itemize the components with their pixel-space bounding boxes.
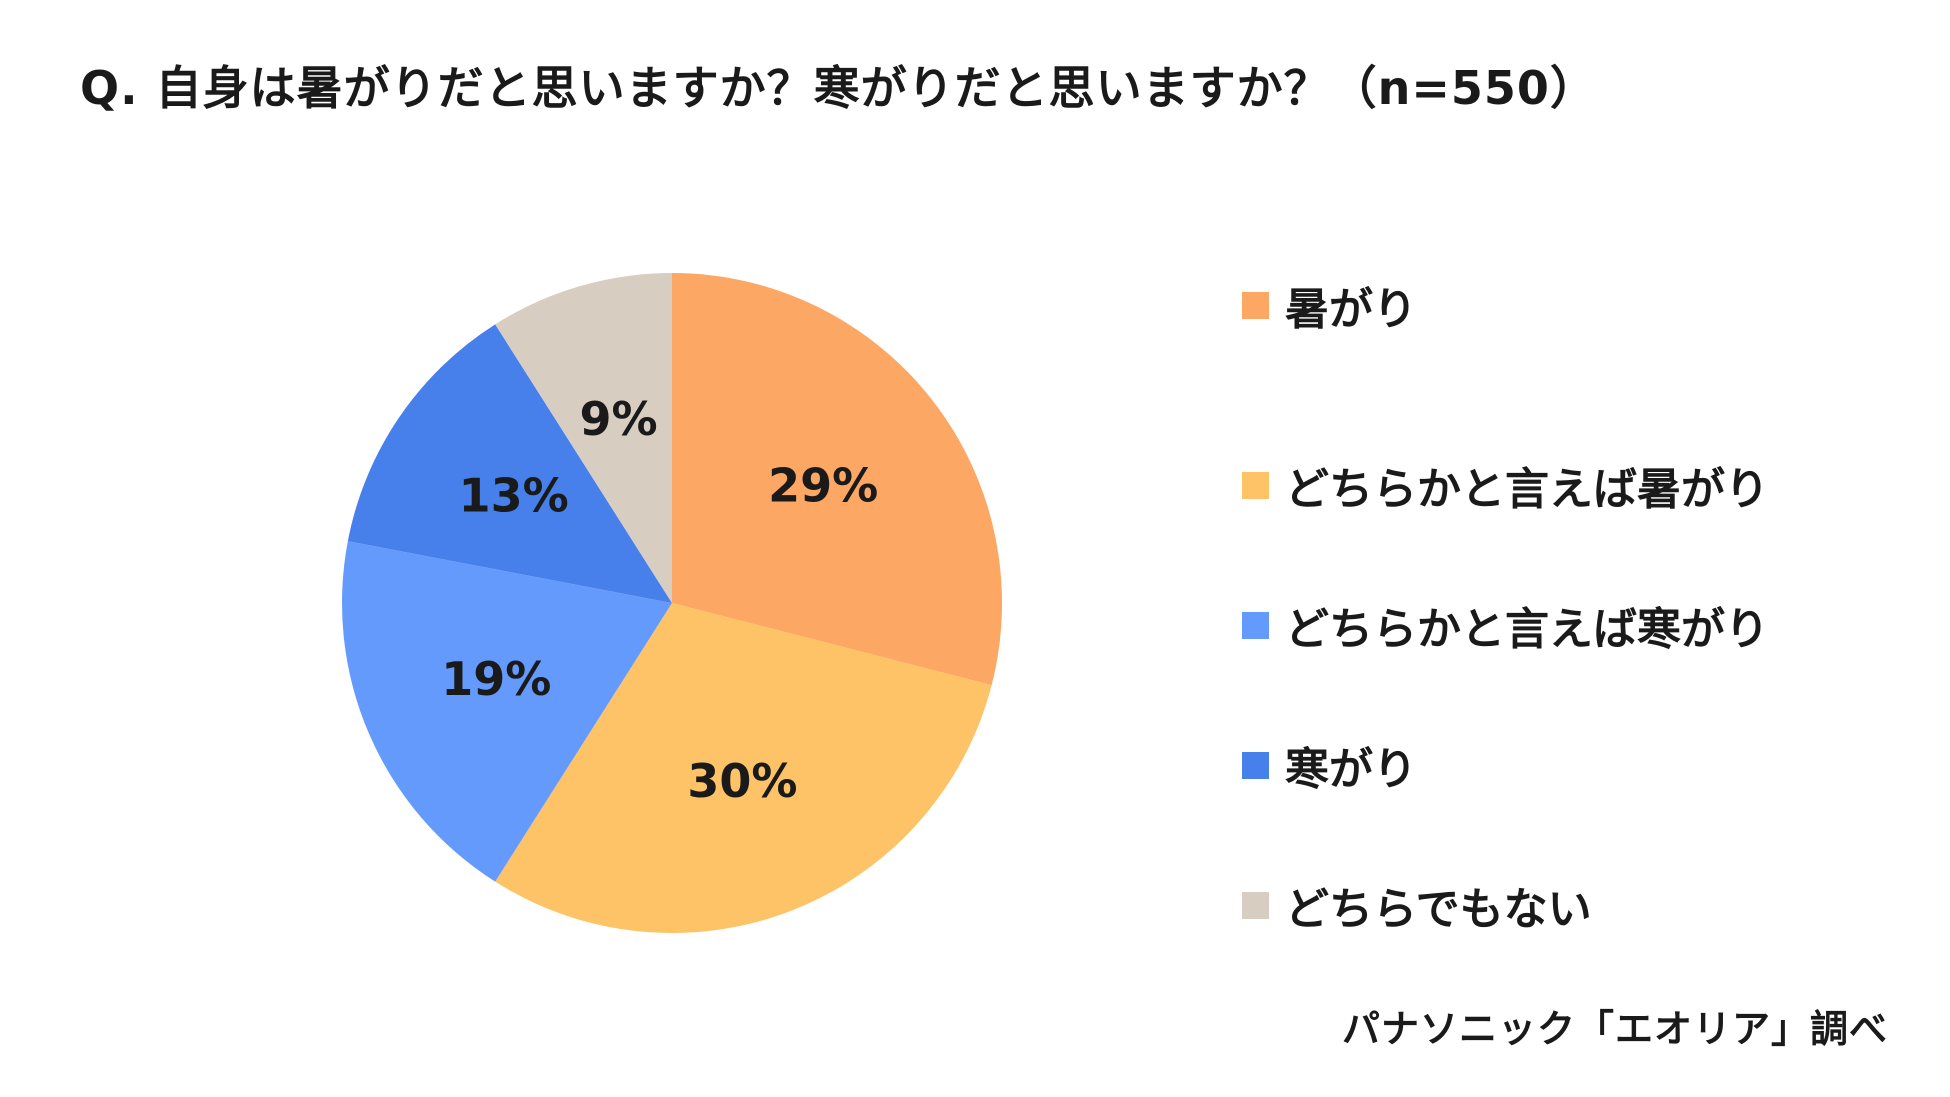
pie-slice [672,273,1002,686]
legend-swatch [1242,751,1269,779]
slice-value-label: 9% [580,392,658,446]
legend-label: 暑がり [1285,284,1417,335]
legend-swatch [1242,891,1269,919]
chart-title: Q. 自身は暑がりだと思いますか？寒がりだと思いますか？（n=550） [80,61,1597,115]
pie-slice [347,324,672,603]
legend-swatch [1242,611,1269,639]
slice-value-label: 30% [687,754,797,808]
pie-slice [495,603,992,934]
legend-label: どちらでもない [1285,884,1592,935]
source-note: パナソニック「エオリア」調べ [1341,1007,1888,1051]
pie-slice [342,541,672,882]
slice-value-label: 13% [459,468,569,522]
legend-item-atsugari: 暑がり [1242,275,1769,335]
legend-item-neither: どちらでもない [1242,835,1769,975]
legend-label: どちらかと言えば寒がり [1285,604,1769,655]
pie-slice [495,273,672,603]
slice-value-label: 29% [768,459,878,513]
legend-label: 寒がり [1285,744,1417,795]
legend-swatch [1242,471,1269,499]
legend: 暑がり どちらかと言えば暑がり どちらかと言えば寒がり 寒がり どちらでもない [1242,275,1769,975]
legend-item-samugari: 寒がり [1242,695,1769,835]
legend-label: どちらかと言えば暑がり [1285,464,1769,515]
slice-value-label: 19% [441,652,551,706]
legend-swatch [1242,291,1269,319]
legend-item-somewhat-atsugari: どちらかと言えば暑がり [1242,415,1769,555]
legend-item-somewhat-samugari: どちらかと言えば寒がり [1242,555,1769,695]
